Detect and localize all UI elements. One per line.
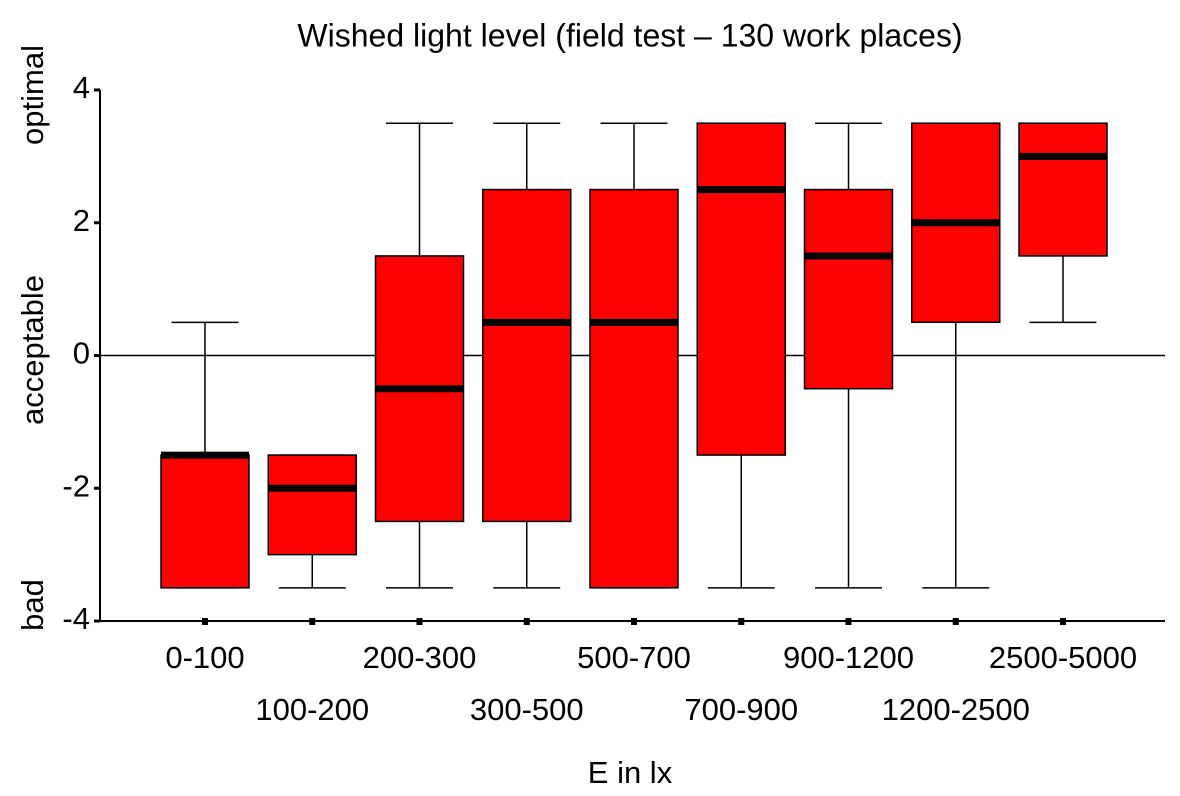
x-tick-label: 200-300 — [363, 640, 477, 675]
x-tick — [738, 618, 745, 625]
box — [803, 188, 894, 390]
x-tick — [631, 618, 637, 625]
box — [696, 122, 786, 456]
x-tick-label: 700-900 — [684, 692, 798, 727]
box — [160, 454, 250, 589]
x-tick — [202, 618, 208, 625]
x-tick-label: 1200-2500 — [882, 692, 1030, 727]
x-tick-label: 300-500 — [470, 692, 584, 727]
chart-title: Wished light level (field test – 130 wor… — [297, 17, 962, 53]
y-side-label: bad — [15, 579, 50, 631]
x-tick — [309, 618, 316, 625]
x-tick — [416, 618, 423, 625]
y-tick-label: -2 — [62, 468, 90, 503]
box — [267, 454, 357, 556]
y-side-label: acceptable — [15, 275, 50, 425]
y-tick-label: 0 — [73, 336, 90, 371]
x-tick-label: 500-700 — [577, 640, 691, 675]
x-axis-label: E in lx — [588, 755, 673, 790]
x-tick — [952, 618, 959, 625]
y-tick-label: 4 — [73, 70, 90, 105]
x-tick-label: 2500-5000 — [989, 640, 1137, 675]
box — [482, 188, 572, 523]
y-side-label: optimal — [15, 45, 50, 145]
box — [589, 188, 679, 589]
x-tick — [523, 618, 530, 625]
x-tick — [845, 618, 852, 625]
y-tick-label: -4 — [62, 601, 90, 636]
x-tick-label: 0-100 — [165, 640, 244, 675]
x-tick — [1060, 618, 1066, 625]
box — [1018, 122, 1108, 257]
y-tick-label: 2 — [73, 203, 90, 238]
x-tick-label: 900-1200 — [783, 640, 914, 675]
x-tick-label: 100-200 — [255, 692, 369, 727]
